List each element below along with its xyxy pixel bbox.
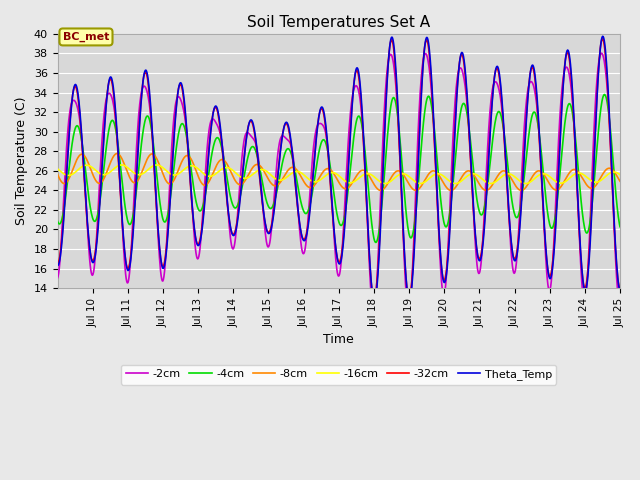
-4cm — [616, 288, 624, 293]
-4cm — [503, 176, 511, 181]
Line: -8cm: -8cm — [58, 95, 620, 242]
-16cm — [54, 171, 61, 177]
-32cm — [282, 175, 289, 181]
-8cm — [281, 150, 289, 156]
-8cm — [493, 112, 500, 118]
-2cm — [493, 65, 500, 71]
-2cm — [301, 235, 309, 240]
-32cm — [111, 165, 119, 171]
-16cm — [504, 170, 511, 176]
Theta_Temp — [301, 245, 309, 251]
-16cm — [493, 174, 501, 180]
-32cm — [493, 178, 501, 183]
-16cm — [377, 188, 385, 193]
-8cm — [372, 240, 380, 245]
-8cm — [301, 211, 309, 216]
-16cm — [111, 152, 119, 157]
-2cm — [111, 106, 119, 111]
Line: -4cm: -4cm — [58, 36, 620, 302]
-2cm — [503, 180, 511, 186]
-8cm — [600, 92, 608, 97]
-16cm — [282, 171, 289, 177]
Text: BC_met: BC_met — [63, 32, 109, 42]
Theta_Temp — [616, 300, 624, 305]
-4cm — [281, 121, 289, 127]
-16cm — [441, 182, 449, 188]
-16cm — [113, 151, 121, 156]
-2cm — [281, 121, 289, 127]
Theta_Temp — [370, 311, 378, 317]
Theta_Temp — [598, 50, 605, 56]
Title: Soil Temperatures Set A: Soil Temperatures Set A — [247, 15, 430, 30]
-2cm — [598, 36, 606, 42]
-8cm — [111, 123, 119, 129]
-16cm — [616, 179, 624, 184]
-8cm — [54, 218, 61, 224]
Theta_Temp — [281, 134, 289, 140]
Legend: -2cm, -4cm, -8cm, -16cm, -32cm, Theta_Temp: -2cm, -4cm, -8cm, -16cm, -32cm, Theta_Te… — [121, 365, 556, 384]
Theta_Temp — [111, 111, 119, 117]
-4cm — [111, 101, 119, 107]
Theta_Temp — [493, 80, 500, 86]
Theta_Temp — [440, 291, 448, 297]
X-axis label: Time: Time — [323, 333, 354, 346]
-32cm — [302, 174, 310, 180]
Line: -32cm: -32cm — [58, 165, 620, 183]
-8cm — [616, 224, 624, 229]
-32cm — [616, 172, 624, 178]
Line: -2cm: -2cm — [58, 39, 620, 300]
-8cm — [503, 154, 511, 160]
-2cm — [440, 277, 448, 283]
-4cm — [440, 280, 448, 286]
-16cm — [302, 181, 310, 187]
-2cm — [370, 297, 378, 303]
Line: -16cm: -16cm — [58, 154, 620, 191]
-32cm — [440, 174, 448, 180]
Theta_Temp — [503, 176, 511, 181]
-4cm — [598, 34, 606, 39]
-32cm — [486, 180, 494, 186]
-4cm — [370, 300, 378, 305]
-32cm — [153, 162, 161, 168]
-32cm — [504, 171, 511, 177]
-2cm — [54, 261, 61, 266]
-4cm — [301, 237, 309, 242]
-2cm — [616, 285, 624, 291]
-4cm — [54, 263, 61, 268]
-32cm — [54, 166, 61, 172]
-4cm — [493, 64, 500, 70]
Y-axis label: Soil Temperature (C): Soil Temperature (C) — [15, 97, 28, 225]
Line: Theta_Temp: Theta_Temp — [58, 53, 620, 314]
Theta_Temp — [54, 275, 61, 281]
-8cm — [440, 221, 448, 227]
